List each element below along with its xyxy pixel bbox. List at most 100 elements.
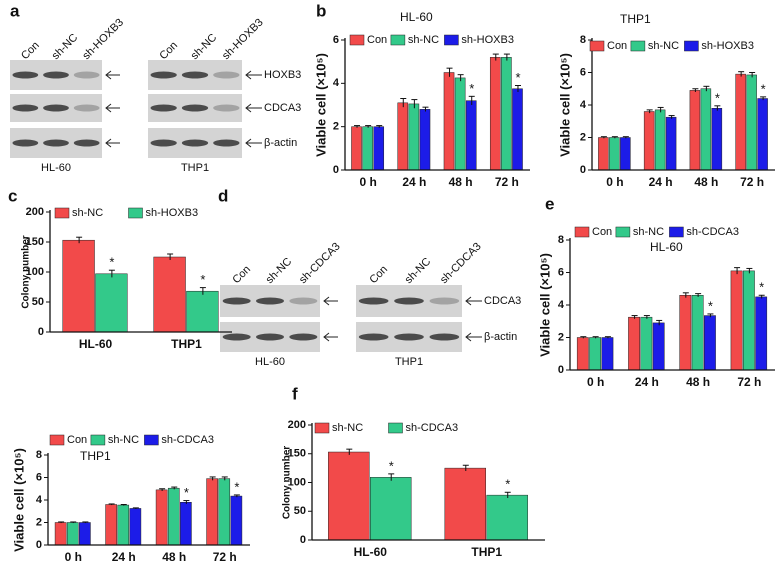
blot-band: [358, 297, 389, 305]
bar: [486, 494, 528, 541]
bar: [180, 502, 192, 546]
bar: [444, 467, 486, 541]
blot-band: [43, 104, 69, 112]
blot-band: [429, 333, 460, 341]
bar: [66, 522, 79, 546]
blot-band: [12, 104, 39, 112]
y-tick-label: 0: [333, 164, 339, 176]
lane-label: sh-CDCA3: [438, 241, 484, 287]
y-tick-label: 2: [558, 331, 564, 343]
cell-line-label: THP1: [181, 162, 209, 174]
bar: [609, 137, 620, 171]
significance-mark: *: [469, 81, 474, 96]
legend-label: sh-NC: [332, 422, 363, 434]
blot-band: [289, 297, 318, 305]
chart-title: THP1: [80, 449, 111, 463]
bar: [643, 111, 655, 171]
blot-band: [256, 297, 284, 305]
blot-band: [43, 139, 69, 147]
x-tick-label: 48 h: [694, 175, 718, 189]
y-tick-label: 0: [300, 534, 306, 546]
legend-swatch: [54, 207, 70, 219]
y-tick-label: 6: [558, 266, 564, 278]
legend-swatch: [684, 40, 699, 52]
arrow-head: [105, 103, 112, 113]
blot-band: [394, 333, 424, 341]
bar: [465, 100, 477, 171]
band-label: HOXB3: [264, 69, 301, 81]
bar: [218, 478, 231, 546]
y-axis-label: Viable cell (×10⁵): [557, 53, 572, 157]
y-axis-label: Viable cell (×10⁵): [11, 448, 26, 552]
legend-swatch: [574, 226, 590, 238]
lane-label: Con: [367, 263, 390, 286]
y-tick-label: 0: [38, 326, 44, 338]
chart-title: HL-60: [650, 240, 683, 254]
y-tick-label: 4: [558, 299, 565, 311]
blot-band: [256, 333, 284, 341]
blot-band: [429, 297, 460, 305]
x-tick-label: 24 h: [635, 375, 659, 389]
x-tick-label: 0 h: [587, 375, 604, 389]
y-tick-label: 8: [580, 34, 586, 46]
legend-swatch: [128, 207, 143, 219]
legend-label: Con: [67, 434, 87, 446]
blot-band: [213, 139, 240, 147]
arrow-head: [323, 296, 330, 306]
blot-band: [222, 297, 251, 305]
bar: [62, 239, 95, 333]
x-tick-label: 72 h: [213, 550, 237, 564]
x-tick-label: THP1: [471, 545, 502, 559]
lane-label: sh-NC: [50, 32, 81, 63]
x-tick-label: 72 h: [495, 175, 519, 189]
y-tick-label: 0: [558, 364, 564, 376]
bar: [691, 295, 704, 371]
panel-label: a: [10, 1, 20, 20]
arrow-head: [245, 70, 252, 80]
bar: [489, 57, 501, 171]
lane-label: Con: [230, 263, 253, 286]
y-tick-label: 6: [36, 471, 42, 483]
bar: [730, 270, 743, 371]
blot-band: [73, 139, 100, 147]
x-tick-label: THP1: [171, 337, 202, 351]
y-tick-label: 8: [36, 449, 42, 461]
blot-band: [358, 333, 389, 341]
legend-label: sh-HOXB3: [146, 207, 199, 219]
x-tick-label: 72 h: [737, 375, 761, 389]
y-tick-label: 6: [580, 66, 586, 78]
bar: [689, 90, 701, 171]
arrow-head: [465, 332, 472, 342]
lane-label: sh-CDCA3: [297, 241, 343, 287]
bar: [620, 137, 631, 171]
bar: [512, 88, 523, 171]
y-tick-label: 150: [288, 448, 306, 460]
blot-band: [289, 333, 318, 341]
y-tick-label: 4: [580, 99, 587, 111]
blot-band: [213, 71, 240, 79]
x-tick-label: 24 h: [112, 550, 136, 564]
legend-swatch: [630, 40, 646, 52]
bar: [397, 102, 409, 171]
y-tick-label: 50: [32, 296, 44, 308]
bar: [186, 290, 219, 333]
x-tick-label: 24 h: [402, 175, 426, 189]
bar: [628, 316, 640, 371]
y-tick-label: 100: [288, 476, 306, 488]
y-tick-label: 150: [26, 236, 44, 248]
band-label: β-actin: [484, 331, 517, 343]
legend-label: sh-NC: [108, 434, 139, 446]
legend-swatch: [615, 226, 631, 238]
legend-label: sh-CDCA3: [406, 422, 459, 434]
x-tick-label: 72 h: [740, 175, 764, 189]
blot-band: [394, 297, 424, 305]
legend-label: sh-NC: [72, 207, 103, 219]
bar: [328, 451, 370, 541]
legend-swatch: [390, 34, 406, 46]
band-label: CDCA3: [484, 295, 521, 307]
cell-line-label: HL-60: [255, 356, 285, 368]
bar: [351, 126, 362, 171]
lane-label: sh-HOXB3: [80, 17, 126, 63]
y-tick-label: 6: [333, 34, 339, 46]
